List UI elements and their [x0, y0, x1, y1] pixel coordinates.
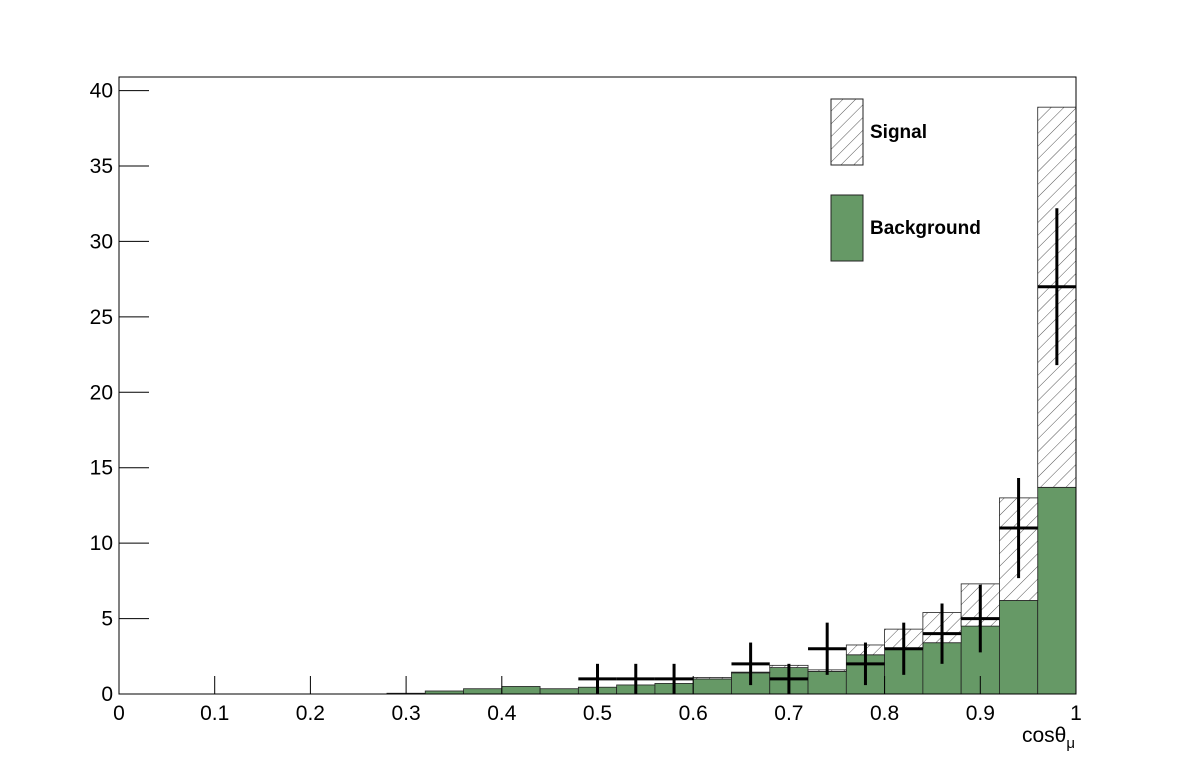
x-tick-label: 0.8	[870, 702, 899, 725]
x-tick-label: 0.9	[966, 702, 995, 725]
x-tick-label: 0.4	[487, 702, 517, 725]
x-tick-label: 0.5	[583, 702, 612, 725]
x-tick-label: 0.2	[296, 702, 325, 725]
y-tick-label: 35	[90, 155, 113, 178]
y-tick-label: 0	[101, 683, 113, 706]
signal-bar	[692, 677, 732, 680]
background-bar	[692, 678, 732, 695]
x-tick-label: 0.7	[774, 702, 803, 725]
x-axis-label: cosθμ	[1022, 724, 1075, 752]
y-tick-label: 20	[90, 381, 113, 404]
background-bar	[999, 600, 1039, 695]
legend-swatch	[830, 194, 864, 262]
y-tick-label: 40	[90, 80, 113, 103]
background-bar	[501, 686, 541, 695]
y-tick-label: 5	[101, 608, 113, 631]
legend-swatch	[830, 98, 864, 166]
x-tick-label: 0.6	[679, 702, 708, 725]
y-tick-label: 15	[90, 457, 113, 480]
x-tick-label: 0.1	[200, 702, 229, 725]
y-tick-label: 10	[90, 532, 113, 555]
background-bar	[463, 688, 503, 695]
legend-label: Background	[870, 218, 981, 239]
background-bar	[539, 688, 579, 695]
x-tick-label: 0.3	[391, 702, 420, 725]
y-tick-label: 30	[90, 230, 113, 253]
legend-label: Signal	[870, 122, 927, 143]
y-tick-label: 25	[90, 306, 113, 329]
background-bar	[1037, 486, 1077, 695]
x-tick-label: 0	[113, 702, 125, 725]
x-tick-label: 1	[1070, 702, 1082, 725]
